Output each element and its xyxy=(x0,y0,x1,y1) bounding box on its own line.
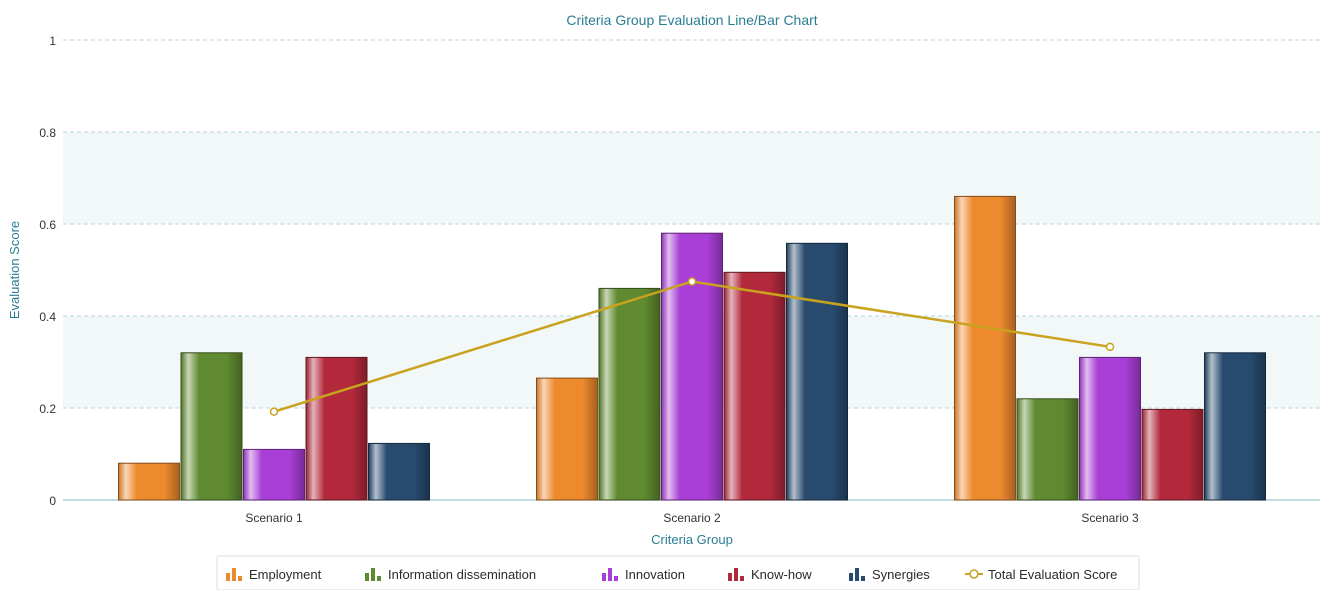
legend-label: Synergies xyxy=(872,567,930,582)
bar-chart-icon xyxy=(728,568,744,581)
bar-innovation-2[interactable] xyxy=(661,232,723,501)
bar-synergies-1[interactable] xyxy=(368,442,430,501)
y-axis-label: Evaluation Score xyxy=(7,221,22,319)
plot-band xyxy=(63,132,1320,224)
bar-synergies-2[interactable] xyxy=(786,242,848,501)
bar-information-dissemination-1[interactable] xyxy=(180,352,243,501)
x-tick-label: Scenario 2 xyxy=(663,511,721,525)
legend: Employment Information dissemination Innov… xyxy=(216,555,1140,590)
line-marker-icon xyxy=(965,569,983,579)
bar-employment-1[interactable] xyxy=(118,462,180,501)
bar-information-dissemination-2[interactable] xyxy=(598,287,661,501)
legend-label: Know-how xyxy=(751,567,812,582)
chart-title: Criteria Group Evaluation Line/Bar Chart xyxy=(566,12,817,28)
legend-box xyxy=(216,555,1140,590)
legend-item-employment[interactable]: Employment xyxy=(226,567,322,582)
legend-item-innovation[interactable]: Innovation xyxy=(602,567,685,582)
bar-know-how-3[interactable] xyxy=(1141,408,1204,501)
legend-label: Employment xyxy=(249,567,322,582)
bar-chart-icon xyxy=(226,568,242,581)
bar-innovation-3[interactable] xyxy=(1079,356,1141,501)
y-tick-label: 0.8 xyxy=(39,126,56,140)
bar-chart-icon xyxy=(365,568,381,581)
y-tick-label: 0.2 xyxy=(39,402,56,416)
legend-label: Information dissemination xyxy=(388,567,536,582)
legend-item-total-evaluation-score[interactable]: Total Evaluation Score xyxy=(965,567,1117,582)
y-tick-label: 0.4 xyxy=(39,310,56,324)
bar-chart-icon xyxy=(602,568,618,581)
total-evaluation-score-point[interactable] xyxy=(687,277,697,286)
y-tick-label: 0.6 xyxy=(39,218,56,232)
bar-know-how-2[interactable] xyxy=(723,271,786,501)
plot-band xyxy=(63,40,1320,132)
legend-label: Innovation xyxy=(625,567,685,582)
x-tick-label: Scenario 3 xyxy=(1081,511,1139,525)
total-evaluation-score-point[interactable] xyxy=(269,407,279,416)
bar-chart-icon xyxy=(849,568,865,581)
legend-label: Total Evaluation Score xyxy=(988,567,1117,582)
x-tick-label: Scenario 1 xyxy=(245,511,303,525)
legend-item-know-how[interactable]: Know-how xyxy=(728,567,812,582)
y-tick-label: 0 xyxy=(49,494,56,508)
total-evaluation-score-point[interactable] xyxy=(1105,342,1115,352)
bar-information-dissemination-3[interactable] xyxy=(1016,398,1079,501)
y-tick-label: 1 xyxy=(49,34,56,48)
legend-item-information-dissemination[interactable]: Information dissemination xyxy=(365,567,536,582)
bar-synergies-3[interactable] xyxy=(1204,352,1266,501)
bar-know-how-1[interactable] xyxy=(305,356,368,501)
x-axis-label: Criteria Group xyxy=(651,532,733,547)
legend-item-synergies[interactable]: Synergies xyxy=(849,567,930,582)
bar-innovation-1[interactable] xyxy=(243,448,305,501)
bar-employment-3[interactable] xyxy=(954,195,1016,501)
bar-employment-2[interactable] xyxy=(536,377,598,501)
